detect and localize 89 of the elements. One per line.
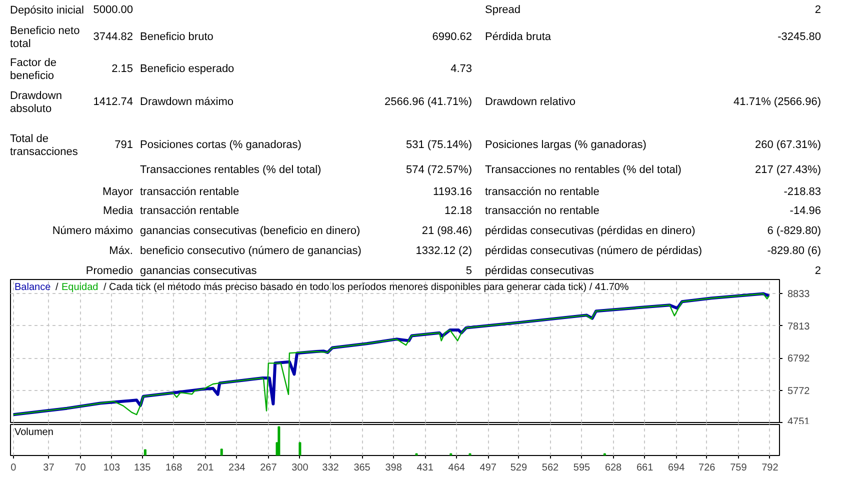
- text: Beneficio neto total: [10, 25, 81, 51]
- x-tick-label: 628: [604, 462, 622, 474]
- text: 6990.62: [432, 30, 472, 46]
- text: Posiciones cortas (% ganadoras): [140, 138, 302, 154]
- x-tick-label: 135: [134, 462, 152, 474]
- x-tick-label: 726: [698, 462, 716, 474]
- text: 6 (-829.80): [767, 224, 821, 240]
- text: ganancias consecutivas: [140, 264, 257, 280]
- text: 41.71% (2566.96): [734, 95, 821, 110]
- chart-title: Volumen: [14, 427, 54, 438]
- text: 4.73: [450, 62, 472, 78]
- text: ganancias consecutivas (beneficio en dinero): [140, 224, 360, 240]
- annotation: /: [56, 282, 58, 293]
- text: 2: [814, 264, 821, 280]
- text: Posiciones largas (% ganadoras): [485, 138, 646, 154]
- text: Máx.: [109, 244, 133, 260]
- text: Número máximo: [52, 224, 133, 240]
- x-tick-label: 37: [43, 462, 55, 474]
- text: Spread: [485, 3, 520, 18]
- x-tick-label: 201: [197, 462, 214, 474]
- text: Equidad: [62, 282, 98, 293]
- text: 5: [466, 264, 472, 280]
- x-tick-label: 661: [636, 462, 654, 474]
- x-tick-label: 694: [668, 462, 686, 474]
- text: Pérdida bruta: [485, 30, 552, 46]
- x-tick-label: 792: [762, 462, 779, 474]
- text: 574 (72.57%): [406, 163, 472, 178]
- text: 21 (98.46): [422, 224, 472, 240]
- text: 3744.82: [93, 30, 133, 46]
- y-tick-label: 7813: [788, 321, 810, 332]
- x-tick-label: 497: [480, 462, 497, 474]
- y-tick-label: 6792: [788, 354, 810, 365]
- x-tick-label: 562: [542, 462, 560, 474]
- text: Beneficio esperado: [140, 62, 234, 78]
- text: 260 (67.31%): [754, 138, 821, 154]
- text: 1412.74: [93, 95, 133, 110]
- text: 791: [114, 138, 133, 154]
- text: transacción no rentable: [485, 185, 600, 200]
- text: 2566.96 (41.71%): [384, 95, 472, 110]
- text: Transacciones rentables (% del total): [140, 163, 322, 178]
- text: pérdidas consecutivas (número de pérdidas): [485, 244, 702, 260]
- text: transacción rentable: [140, 185, 240, 200]
- x-tick-label: 300: [292, 462, 309, 474]
- x-tick-label: 759: [730, 462, 748, 474]
- text: -3245.80: [778, 30, 821, 46]
- text: 531 (75.14%): [406, 138, 472, 154]
- text: 2: [814, 3, 821, 18]
- text: Drawdown absoluto: [10, 90, 63, 116]
- text: transacción no rentable: [485, 204, 600, 220]
- text: transacción rentable: [140, 204, 240, 220]
- x-tick-label: 168: [166, 462, 183, 474]
- text: Mayor: [102, 185, 133, 200]
- text: Drawdown máximo: [140, 95, 234, 110]
- x-tick-label: 332: [322, 462, 340, 474]
- text: pérdidas consecutivas (pérdidas en dinero): [485, 224, 696, 240]
- text: 217 (27.43%): [754, 163, 821, 178]
- text: 5000.00: [93, 3, 133, 18]
- x-tick-label: 0: [10, 462, 17, 474]
- x-tick-label: 464: [448, 462, 466, 474]
- x-tick-label: 267: [260, 462, 278, 474]
- text: Factor de beneficio: [10, 57, 58, 83]
- text: Promedio: [86, 264, 133, 280]
- text: Beneficio bruto: [140, 30, 214, 46]
- x-tick-label: 103: [103, 462, 121, 474]
- x-tick-label: 70: [74, 462, 86, 474]
- text: Media: [103, 204, 133, 220]
- text: Drawdown relativo: [485, 95, 576, 110]
- x-tick-label: 595: [573, 462, 591, 474]
- text: -829.80 (6): [767, 244, 821, 260]
- text: Transacciones no rentables (% del total): [485, 163, 682, 178]
- x-tick-label: 431: [416, 462, 434, 474]
- text: 1332.12 (2): [416, 244, 472, 260]
- x-tick-label: 529: [510, 462, 528, 474]
- text: pérdidas consecutivas: [485, 264, 594, 280]
- y-tick-label: 5772: [788, 386, 810, 397]
- text: -218.83: [784, 185, 821, 200]
- text: beneficio consecutivo (número de ganancias): [140, 244, 362, 260]
- x-tick-label: 365: [354, 462, 371, 474]
- chart-title: / Cada tick (el método más preciso basado en todo los períodos menores disponibles para generar cada tick) / 41.70%: [104, 282, 629, 293]
- text: 1193.16: [433, 185, 472, 200]
- text: Depósito inicial: [10, 4, 85, 18]
- text: Balance: [14, 282, 52, 293]
- y-tick-label: 8833: [788, 289, 810, 300]
- text: -14.96: [790, 204, 821, 220]
- text: Total de transacciones: [10, 133, 79, 159]
- text: 2.15: [112, 62, 133, 78]
- text: 12.18: [444, 204, 472, 220]
- x-tick-label: 234: [228, 462, 246, 474]
- x-tick-label: 398: [385, 462, 402, 474]
